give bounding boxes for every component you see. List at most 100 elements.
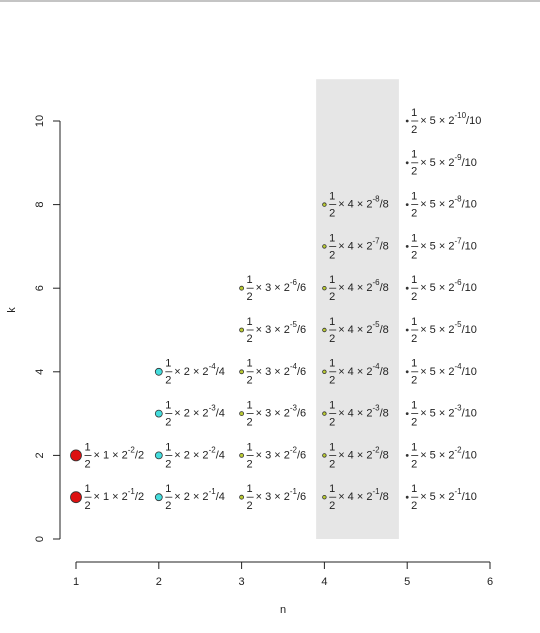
label-numerator: 1: [329, 232, 335, 244]
label-divisor: /4: [216, 408, 225, 420]
point: [405, 286, 409, 290]
label-body: × 1 × 2: [94, 491, 128, 503]
x-tick-label: 1: [73, 576, 79, 588]
label-divisor: /10: [462, 240, 477, 252]
label-numerator: 1: [329, 274, 335, 286]
label-divisor: /10: [462, 491, 477, 503]
label-exponent: -7: [372, 237, 380, 246]
label-body: × 4 × 2: [338, 282, 372, 294]
point: [154, 409, 163, 418]
y-tick-label: 2: [34, 452, 46, 458]
label-exponent: -4: [372, 362, 380, 371]
point-label: × 5 × 2-5/10: [420, 320, 477, 336]
label-divisor: /4: [216, 366, 225, 378]
label-body: × 4 × 2: [338, 449, 372, 461]
label-body: × 5 × 2: [420, 449, 454, 461]
point-label: × 4 × 2-6/8: [338, 278, 389, 294]
point: [322, 286, 327, 291]
x-axis-label: n: [280, 604, 286, 616]
point-label: × 3 × 2-4/6: [256, 362, 307, 378]
label-divisor: /6: [297, 408, 306, 420]
point-label: × 2 × 2-2/4: [174, 446, 225, 462]
point: [154, 493, 163, 502]
label-divisor: /10: [462, 282, 477, 294]
label-divisor: /6: [297, 324, 306, 336]
label-denominator: 2: [329, 417, 335, 429]
point-label: × 1 × 2-1/2: [94, 487, 145, 503]
point: [239, 452, 245, 458]
y-tick-label: 10: [34, 115, 46, 127]
label-denominator: 2: [329, 458, 335, 470]
label-body: × 5 × 2: [420, 240, 454, 252]
label-denominator: 2: [411, 208, 417, 220]
point: [70, 491, 82, 504]
point: [322, 202, 327, 207]
label-exponent: -2: [454, 446, 462, 455]
label-numerator: 1: [411, 107, 417, 119]
label-exponent: -8: [454, 195, 462, 204]
label-numerator: 1: [247, 358, 253, 370]
label-divisor: /8: [380, 282, 389, 294]
label-denominator: 2: [247, 417, 253, 429]
label-numerator: 1: [247, 274, 253, 286]
point-label: × 4 × 2-5/8: [338, 320, 389, 336]
point: [405, 495, 409, 499]
label-body: × 3 × 2: [256, 491, 290, 503]
label-divisor: /6: [297, 449, 306, 461]
label-numerator: 1: [411, 358, 417, 370]
point: [239, 369, 245, 375]
point: [405, 453, 409, 457]
point-label: × 5 × 2-4/10: [420, 362, 477, 378]
label-body: × 4 × 2: [338, 408, 372, 420]
label-exponent: -4: [454, 362, 462, 371]
label-divisor: /6: [297, 491, 306, 503]
point: [405, 244, 409, 248]
label-exponent: -10: [454, 111, 466, 120]
point-label: × 5 × 2-7/10: [420, 237, 477, 253]
label-divisor: /8: [380, 366, 389, 378]
point-label: × 2 × 2-3/4: [174, 404, 225, 420]
label-divisor: /4: [216, 491, 225, 503]
y-tick-label: 0: [34, 536, 46, 542]
point: [405, 412, 409, 416]
label-numerator: 1: [411, 441, 417, 453]
label-exponent: -1: [372, 487, 380, 496]
x-tick-label: 2: [156, 576, 162, 588]
label-exponent: -3: [209, 404, 217, 413]
y-axis-label: k: [6, 307, 18, 313]
point-label: × 5 × 2-2/10: [420, 446, 477, 462]
label-divisor: /8: [380, 199, 389, 211]
label-body: × 2 × 2: [174, 491, 208, 503]
label-exponent: -3: [290, 404, 298, 413]
x-tick-label: 6: [487, 576, 493, 588]
point-label: × 5 × 2-8/10: [420, 195, 477, 211]
point-label: × 5 × 2-10/10: [420, 111, 481, 127]
point-label: × 4 × 2-2/8: [338, 446, 389, 462]
x-tick-label: 5: [404, 576, 410, 588]
label-divisor: /6: [297, 282, 306, 294]
label-denominator: 2: [165, 417, 171, 429]
highlight-band: [316, 79, 399, 539]
label-divisor: /8: [380, 240, 389, 252]
point: [405, 370, 409, 374]
label-exponent: -1: [290, 487, 298, 496]
label-denominator: 2: [165, 458, 171, 470]
point: [322, 411, 327, 416]
point: [405, 161, 409, 165]
label-denominator: 2: [329, 333, 335, 345]
label-exponent: -1: [454, 487, 462, 496]
point: [322, 327, 327, 333]
label-exponent: -2: [209, 446, 217, 455]
point: [405, 203, 409, 207]
label-numerator: 1: [84, 483, 90, 495]
label-denominator: 2: [329, 500, 335, 512]
label-divisor: /8: [380, 491, 389, 503]
label-divisor: /10: [462, 366, 477, 378]
label-numerator: 1: [329, 316, 335, 328]
label-exponent: -6: [290, 278, 298, 287]
x-tick-label: 4: [321, 576, 327, 588]
label-exponent: -2: [290, 446, 298, 455]
label-divisor: /10: [462, 324, 477, 336]
label-numerator: 1: [165, 400, 171, 412]
